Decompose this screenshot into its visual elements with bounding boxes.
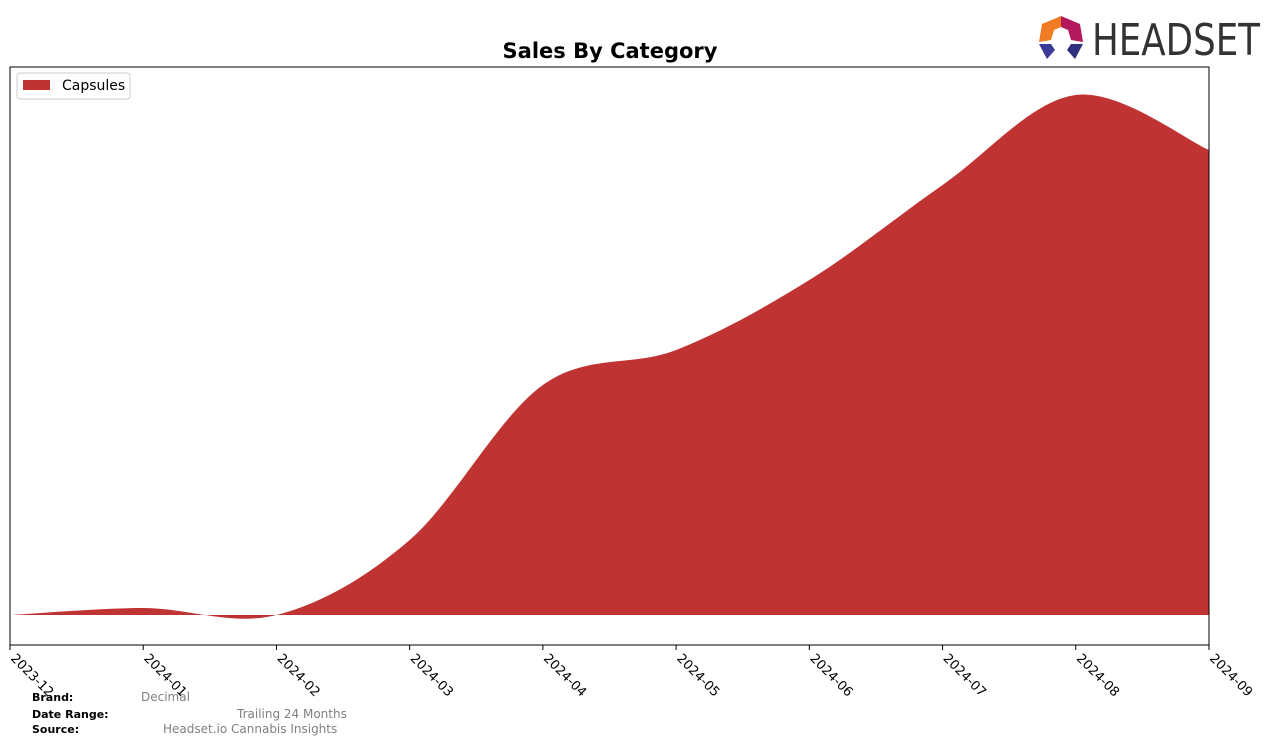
- chart-title: Sales By Category: [503, 39, 718, 63]
- logo-mark: [1067, 44, 1083, 59]
- x-tick-label: 2024-06: [807, 651, 856, 700]
- footer-value: Trailing 24 Months: [236, 707, 347, 721]
- logo-mark: [1061, 16, 1083, 42]
- x-tick-label: 2024-08: [1073, 651, 1122, 700]
- footer-label: Brand:: [32, 691, 73, 704]
- footer-label: Date Range:: [32, 708, 109, 721]
- plot-frame: [9, 66, 1210, 646]
- logo-text: HEADSET: [1092, 15, 1260, 66]
- footer-value: Headset.io Cannabis Insights: [163, 722, 337, 736]
- logo: HEADSET: [1039, 15, 1260, 66]
- area: [10, 94, 1209, 619]
- x-tick-label: 2024-02: [274, 651, 323, 700]
- logo-mark: [1039, 16, 1061, 42]
- legend: Capsules: [16, 72, 131, 100]
- legend-box: [16, 72, 131, 100]
- x-tick-label: 2024-04: [540, 651, 589, 700]
- x-tick-label: 2024-03: [407, 651, 456, 700]
- footer-value: Decimal: [141, 690, 190, 704]
- footer-label: Source:: [32, 723, 79, 736]
- x-tick-label: 2024-09: [1206, 651, 1255, 700]
- logo-mark: [1039, 44, 1055, 59]
- x-tick-label: 2024-07: [940, 651, 989, 700]
- legend-swatch: [23, 80, 50, 90]
- x-tick-label: 2024-05: [673, 651, 722, 700]
- legend-label: Capsules: [62, 78, 125, 94]
